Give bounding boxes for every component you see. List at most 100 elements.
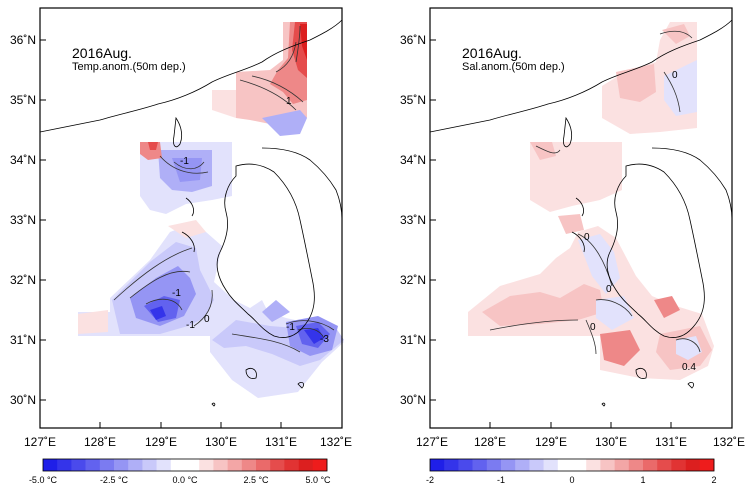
colorbar-swatch — [572, 459, 587, 471]
colorbar-swatch — [501, 459, 516, 471]
sal-map-title: 2016Aug. — [462, 45, 522, 61]
x-tick-label: 130˚E — [205, 435, 237, 449]
x-tick-label: 129˚E — [145, 435, 177, 449]
temp-contour-label: -1 — [186, 320, 195, 331]
temp-colorbar: -5.0 °C -2.5 °C 0.0 °C 2.5 °C 5.0 °C — [29, 458, 331, 485]
y-tick-label: 34˚N — [400, 153, 426, 167]
colorbar-swatch — [199, 459, 214, 471]
temp-contour-label: 0 — [204, 314, 210, 325]
sal-contour-label: 0 — [584, 232, 590, 243]
colorbar-tick-label: 0.0 °C — [172, 475, 198, 485]
y-tick-label: 31˚N — [10, 333, 36, 347]
y-tick-label: 32˚N — [10, 273, 36, 287]
colorbar-tick-label: 1 — [640, 475, 645, 485]
x-tick-label: 132˚E — [320, 435, 352, 449]
colorbar-swatch — [628, 459, 644, 471]
temperature-map-panel: -1 -1 -1 -1 0 1 -3 2016Aug. Temp.anom.(5… — [10, 7, 352, 485]
x-tick-label: 130˚E — [595, 435, 627, 449]
temp-contour-label: -1 — [172, 288, 181, 299]
colorbar-tick-label: 2.5 °C — [243, 475, 269, 485]
y-tick-label: 34˚N — [10, 153, 36, 167]
temp-contour-label: -1 — [180, 156, 189, 167]
colorbar-swatch — [85, 459, 101, 471]
temp-map-ticks — [39, 39, 343, 428]
temp-map-subtitle: Temp.anom.(50m dep.) — [72, 61, 186, 73]
sal-map-ticks — [429, 39, 733, 428]
sal-contour-label: 0 — [606, 284, 612, 295]
y-tick-label: 30˚N — [10, 393, 36, 407]
y-tick-label: 31˚N — [400, 333, 426, 347]
y-tick-label: 36˚N — [400, 33, 426, 47]
colorbar-swatch — [43, 459, 58, 471]
colorbar-swatch — [515, 459, 530, 471]
x-tick-label: 131˚E — [655, 435, 687, 449]
colorbar-tick-label: 0 — [569, 475, 574, 485]
sal-coastlines — [429, 19, 733, 407]
colorbar-swatch — [284, 459, 299, 471]
temp-contour-label: -3 — [320, 334, 329, 345]
colorbar-swatch — [643, 459, 658, 471]
y-tick-label: 32˚N — [400, 273, 426, 287]
colorbar-swatch — [114, 459, 129, 471]
colorbar-swatch — [529, 459, 544, 471]
y-tick-label: 30˚N — [400, 393, 426, 407]
x-tick-label: 132˚E — [713, 435, 745, 449]
sal-map-subtitle: Sal.anom.(50m dep.) — [462, 61, 565, 73]
colorbar-tick-label: -5.0 °C — [29, 475, 58, 485]
colorbar-swatch — [241, 459, 257, 471]
sal-contour-label: 0.4 — [682, 362, 696, 373]
temp-contour-label: 1 — [286, 96, 292, 107]
temp-y-tick-labels: 36˚N 35˚N 34˚N 33˚N 32˚N 31˚N 30˚N — [10, 33, 36, 407]
x-tick-label: 128˚E — [84, 435, 116, 449]
temp-x-tick-labels: 127˚E 128˚E 129˚E 130˚E 131˚E 132˚E — [24, 435, 352, 449]
temp-colorbar-swatches — [43, 459, 328, 471]
sal-colorbar-swatches — [430, 459, 715, 471]
colorbar-swatch — [685, 459, 701, 471]
temp-coastlines — [39, 19, 343, 407]
sal-colorbar-tick-labels: -2 -1 0 1 2 — [426, 475, 717, 485]
y-tick-label: 33˚N — [10, 213, 36, 227]
colorbar-swatch — [227, 459, 243, 471]
colorbar-swatch — [99, 459, 115, 471]
colorbar-swatch — [444, 459, 459, 471]
y-tick-label: 35˚N — [400, 93, 426, 107]
colorbar-swatch — [185, 459, 200, 471]
y-tick-label: 33˚N — [400, 213, 426, 227]
y-tick-label: 35˚N — [10, 93, 36, 107]
colorbar-swatch — [312, 459, 328, 471]
temp-map-frame — [39, 7, 343, 429]
temp-contour-label: -1 — [286, 322, 295, 333]
x-tick-label: 129˚E — [535, 435, 567, 449]
colorbar-swatch — [156, 459, 172, 471]
x-tick-label: 127˚E — [416, 435, 448, 449]
temp-anomaly-field — [78, 22, 344, 398]
colorbar-swatch — [142, 459, 157, 471]
colorbar-swatch — [614, 459, 630, 471]
colorbar-tick-label: -2.5 °C — [100, 475, 129, 485]
x-tick-label: 127˚E — [24, 435, 56, 449]
salinity-map-panel: 0 0 0 0 0.4 2016Aug. Sal.anom.(50m dep.)… — [400, 7, 745, 485]
colorbar-swatch — [657, 459, 672, 471]
colorbar-swatch — [170, 459, 186, 471]
sal-contour-labels: 0 0 0 0 0.4 — [584, 70, 696, 373]
colorbar-swatch — [671, 459, 686, 471]
colorbar-swatch — [298, 459, 314, 471]
colorbar-tick-label: 2 — [711, 475, 716, 485]
colorbar-swatch — [213, 459, 228, 471]
colorbar-swatch — [586, 459, 601, 471]
colorbar-swatch — [128, 459, 143, 471]
x-tick-label: 131˚E — [265, 435, 297, 449]
sal-colorbar: -2 -1 0 1 2 — [426, 458, 717, 485]
sal-y-tick-labels: 36˚N 35˚N 34˚N 33˚N 32˚N 31˚N 30˚N — [400, 33, 426, 407]
colorbar-swatch — [430, 459, 445, 471]
colorbar-swatch — [71, 459, 86, 471]
sal-colorbar-frame — [429, 458, 715, 472]
colorbar-tick-label: 5.0 °C — [305, 475, 331, 485]
colorbar-tick-label: -2 — [426, 475, 434, 485]
colorbar-swatch — [458, 459, 473, 471]
colorbar-swatch — [270, 459, 285, 471]
colorbar-swatch — [600, 459, 615, 471]
sal-contour-lines — [489, 30, 701, 355]
colorbar-swatch — [57, 459, 72, 471]
sal-contour-label: 0 — [590, 322, 596, 333]
